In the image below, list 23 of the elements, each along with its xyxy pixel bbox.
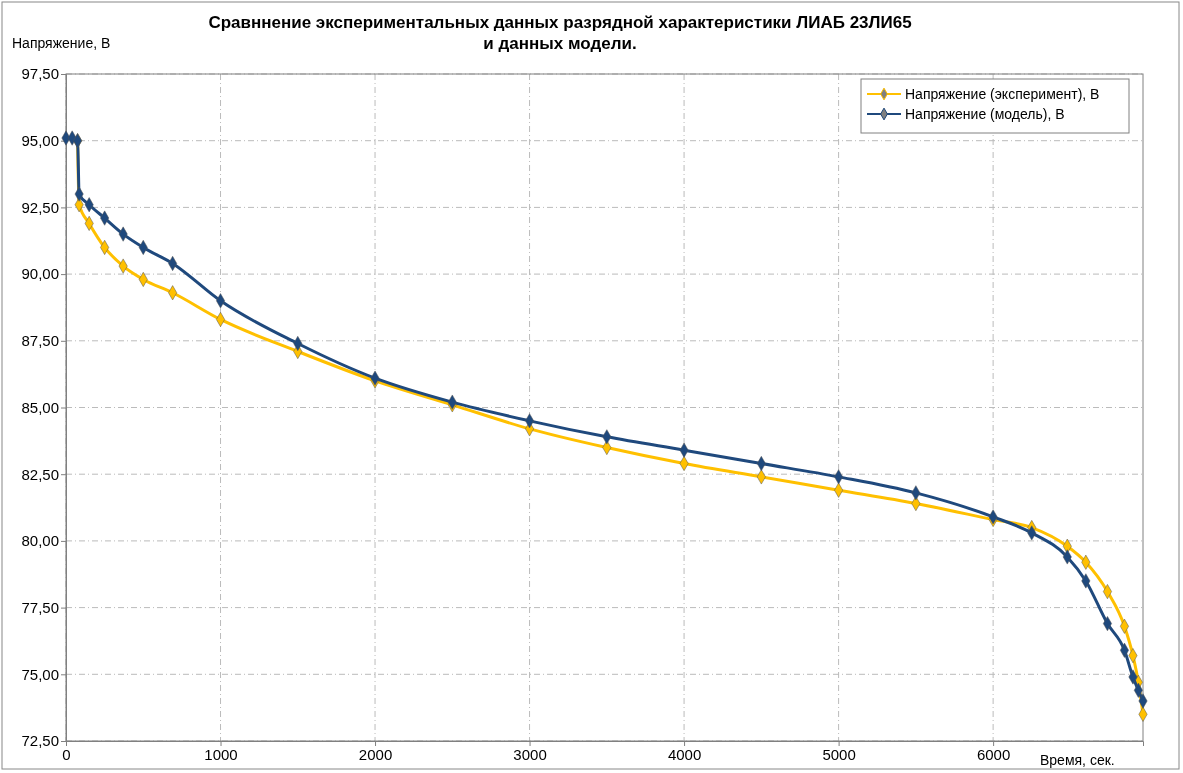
x-tick-label: 3000 [513,745,547,763]
y-tick-label: 82,50 [21,465,59,483]
y-tick-label: 92,50 [21,198,59,216]
x-tick-label: 4000 [667,745,702,763]
y-tick-label: 90,00 [21,265,59,283]
y-tick-label: 80,00 [21,532,59,550]
y-tick-label: 95,00 [21,132,59,149]
x-tick-label: 2000 [358,745,393,763]
x-tick-label: 5000 [822,745,856,763]
y-tick-label: 85,00 [21,398,59,416]
x-tick-label: 0 [62,745,71,763]
legend-label: Напряжение (модель), В [905,106,1065,122]
x-axis-title: Время, сек. [1040,752,1115,768]
x-tick-label: 1000 [204,745,238,763]
y-tick-label: 97,50 [21,65,59,83]
y-tick-label: 77,50 [21,598,59,616]
legend-label: Напряжение (эксперимент), В [905,86,1100,102]
y-tick-label: 75,00 [21,665,59,683]
y-axis-title: Напряжение, В [12,35,111,51]
x-tick-label: 6000 [976,745,1011,763]
y-tick-label: 87,50 [21,332,59,350]
chart-title: Сравннение экспериментальных данных разрядной характеристики ЛИАБ 23ЛИ65 и данных модели. [208,13,912,53]
y-tick-label: 72,50 [21,732,59,750]
